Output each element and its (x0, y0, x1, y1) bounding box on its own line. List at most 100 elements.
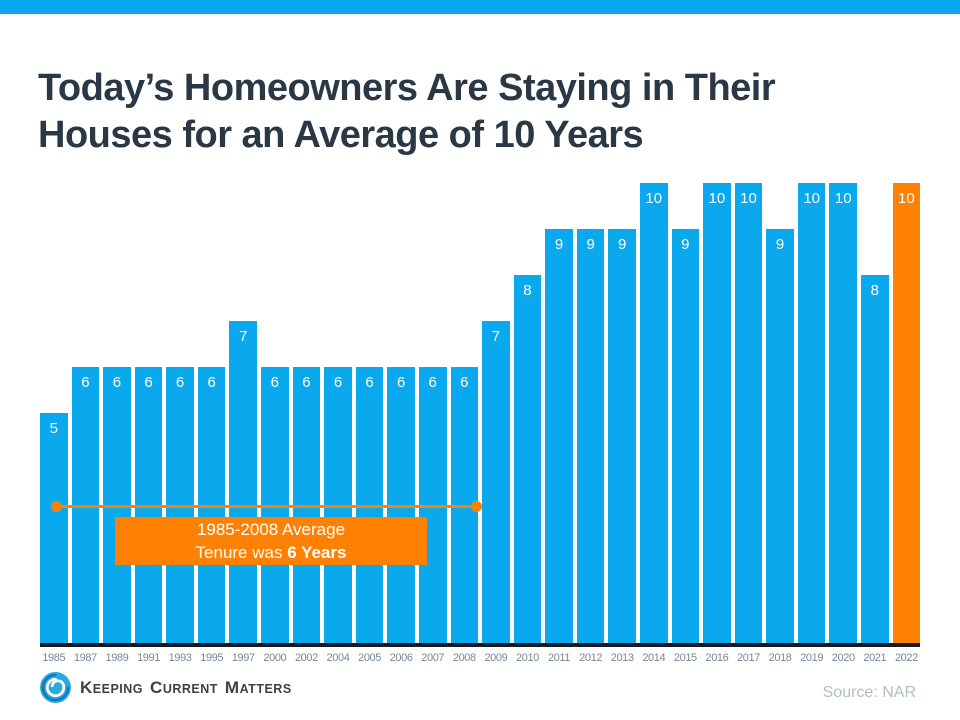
bar-2013: 9 (608, 229, 636, 643)
annotation-line2: Tenure was 6 Years (195, 543, 347, 562)
bar-2018: 9 (766, 229, 794, 643)
bar-column-1985: 5 (40, 183, 68, 643)
bar-1997: 7 (229, 321, 258, 643)
year-label-2022: 2022 (894, 652, 918, 664)
tenure-bar-chart: 5 6 6 6 6 6 7 6 6 6 6 6 6 6 7 8 9 9 9 10 9 10 10 9 10 10 8 10 1985 1… (40, 183, 921, 664)
bar-value-label: 8 (523, 282, 532, 299)
bar-2011: 9 (545, 229, 573, 643)
bar-1985: 5 (40, 413, 68, 643)
bar-2012: 9 (576, 229, 605, 643)
year-label-1995: 1995 (200, 652, 224, 664)
bar-value-label: 9 (586, 236, 595, 253)
year-label-2018: 2018 (768, 652, 792, 664)
brand-logo: KEEPING CURRENT MATTERS (40, 672, 299, 703)
bar-column-1993: 6 (166, 183, 194, 643)
bar-value-label: 6 (112, 374, 122, 391)
year-label-2000: 2000 (263, 652, 287, 664)
bar-value-label: 6 (333, 374, 343, 391)
year-label-2017: 2017 (737, 652, 760, 664)
year-label-2015: 2015 (673, 652, 697, 664)
year-label-2010: 2010 (516, 652, 539, 664)
bar-column-2006: 6 (387, 183, 415, 643)
bar-column-2017: 10 (734, 183, 763, 643)
bar-2017: 10 (734, 183, 763, 643)
bar-2020: 10 (829, 183, 858, 643)
bar-column-1989: 6 (103, 183, 131, 643)
top-accent-strip (0, 0, 960, 14)
bar-value-label: 6 (144, 374, 153, 391)
year-label-1985: 1985 (42, 652, 66, 664)
annotation-line1: 1985-2008 Average (196, 520, 346, 539)
bar-column-2011: 9 (545, 183, 573, 643)
bar-value-label: 6 (207, 374, 216, 391)
x-axis-labels: 1985 1987 1989 1991 1993 1995 1997 2000 2002 2004… (40, 652, 920, 664)
bar-column-2004: 6 (324, 183, 352, 643)
bar-2022: 10 (892, 183, 921, 643)
year-label-1987: 1987 (73, 652, 97, 664)
bar-column-2014: 10 (639, 183, 668, 643)
kcm-swirl-icon (40, 672, 71, 703)
year-label-2007: 2007 (421, 652, 445, 664)
bar-column-2008: 6 (450, 183, 479, 643)
bar-value-label: 10 (645, 190, 663, 207)
bar-column-1991: 6 (134, 183, 163, 643)
year-label-2006: 2006 (389, 652, 413, 664)
year-label-2005: 2005 (358, 652, 381, 664)
year-label-2019: 2019 (800, 652, 824, 664)
bar-value-label: 7 (239, 328, 248, 345)
bar-value-label: 9 (681, 236, 690, 253)
bar-value-label: 6 (270, 374, 279, 391)
year-label-2016: 2016 (705, 652, 729, 664)
bar-column-2022: 10 (892, 183, 921, 643)
year-label-1993: 1993 (168, 652, 192, 664)
bar-2021: 8 (861, 275, 889, 643)
bar-value-label: 10 (708, 190, 726, 207)
source-attribution: Source: NAR (822, 684, 916, 701)
bar-column-2012: 9 (576, 183, 605, 643)
year-label-1989: 1989 (105, 652, 129, 664)
bar-2015: 9 (671, 229, 700, 643)
bar-value-label: 6 (175, 374, 185, 391)
brand-word: MATTERS (224, 677, 292, 697)
bar-value-label: 7 (491, 328, 501, 345)
year-label-2012: 2012 (579, 652, 603, 664)
bar-column-2010: 8 (513, 183, 542, 643)
year-label-2021: 2021 (863, 652, 887, 664)
bar-value-label: 9 (618, 236, 627, 253)
brand-name: KEEPING CURRENT MATTERS (80, 678, 299, 698)
bar-value-label: 9 (554, 236, 564, 253)
bar-value-label: 10 (803, 190, 820, 207)
bar-column-2000: 6 (261, 183, 289, 643)
year-label-1997: 1997 (231, 652, 255, 664)
year-label-2008: 2008 (452, 652, 476, 664)
bar-2016: 10 (703, 183, 731, 643)
year-label-2009: 2009 (484, 652, 508, 664)
brand-word: KEEPING (80, 677, 144, 697)
bar-2010: 8 (513, 275, 542, 643)
average-span-line (51, 501, 482, 512)
bar-2019: 10 (797, 183, 826, 643)
bar-value-label: 10 (834, 190, 852, 207)
bar-value-label: 6 (396, 374, 406, 391)
bar-value-label: 5 (49, 420, 58, 437)
year-label-2013: 2013 (610, 652, 634, 664)
bar-column-1997: 7 (229, 183, 258, 643)
bar-column-1995: 6 (197, 183, 226, 643)
year-label-2020: 2020 (831, 652, 855, 664)
bar-column-2020: 10 (829, 183, 858, 643)
year-label-1991: 1991 (137, 652, 160, 664)
bar-column-2021: 8 (861, 183, 889, 643)
brand-word: CURRENT (150, 677, 218, 697)
year-label-2011: 2011 (548, 652, 571, 664)
bar-value-label: 8 (870, 282, 879, 299)
bar-column-2019: 10 (797, 183, 826, 643)
bar-column-1987: 6 (71, 183, 100, 643)
bar-value-label: 6 (365, 374, 374, 391)
year-label-2004: 2004 (326, 652, 350, 664)
bar-column-2018: 9 (766, 183, 794, 643)
average-annotation-box: 1985-2008 Average Tenure was 6 Years (115, 517, 427, 565)
bar-column-2016: 10 (703, 183, 731, 643)
bars: 5 6 6 6 6 6 7 6 6 6 6 6 6 6 7 8 9 9 9 10 9 10 10 9 10 10 8 10 (40, 183, 921, 647)
bar-column-2015: 9 (671, 183, 700, 643)
bar-column-2005: 6 (355, 183, 384, 643)
